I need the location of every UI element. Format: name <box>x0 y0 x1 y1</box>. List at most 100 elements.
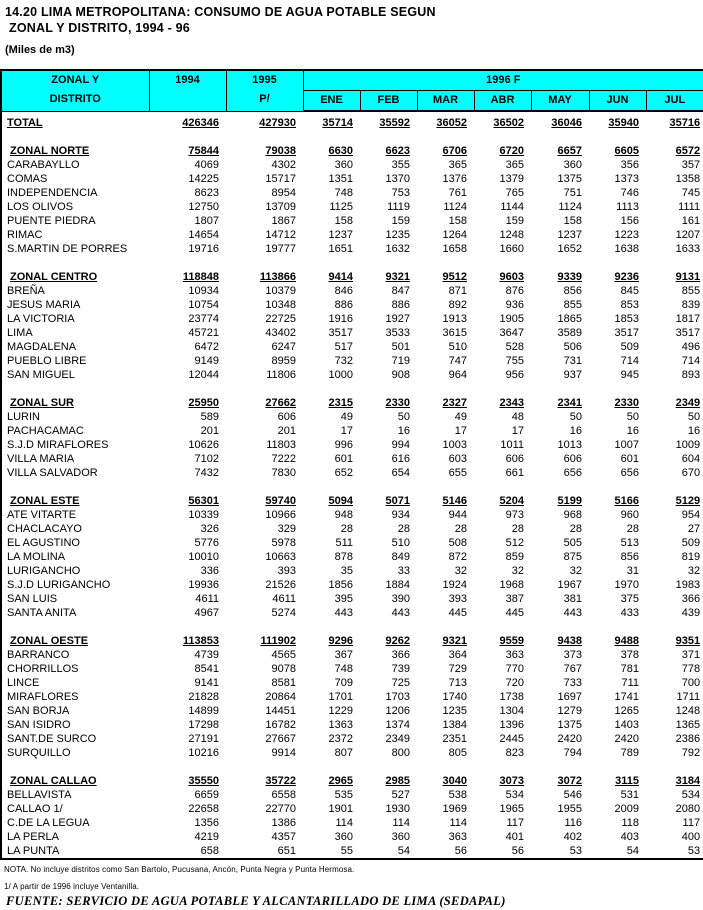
value-cell: 1853 <box>614 313 639 325</box>
spacer-row <box>1 130 703 143</box>
value-cell: 5071 <box>385 494 410 507</box>
district-row: S.MARTIN DE PORRES 19716 19777 1651 1632 1658… <box>1 242 703 256</box>
value-cell: 1003 <box>442 439 467 451</box>
value-cell: 11806 <box>266 369 296 381</box>
value-cell: 114 <box>335 817 353 829</box>
value-cell: 510 <box>448 341 467 353</box>
value-cell: 10339 <box>188 509 219 521</box>
row-label: BREÑA <box>7 285 45 297</box>
district-row: PUEBLO LIBRE 9149 8959 732 719 747 755 731 714 71… <box>1 354 703 368</box>
value-cell: 2330 <box>614 396 639 409</box>
value-cell: 2349 <box>385 733 410 745</box>
value-cell: 770 <box>505 663 524 675</box>
value-cell: 36502 <box>493 116 524 129</box>
value-cell: 6605 <box>614 144 639 157</box>
value-cell: 10010 <box>188 551 219 563</box>
value-cell: 1970 <box>614 579 639 591</box>
header-month-jul: JUL <box>645 90 703 112</box>
value-cell: 755 <box>505 355 524 367</box>
value-cell: 1396 <box>499 719 524 731</box>
value-cell: 360 <box>334 159 353 171</box>
value-cell: 606 <box>563 453 582 465</box>
value-cell: 56301 <box>188 494 219 507</box>
value-cell: 114 <box>449 817 467 829</box>
value-cell: 16 <box>687 425 701 437</box>
value-cell: 35714 <box>322 116 353 129</box>
value-cell: 589 <box>200 411 219 423</box>
row-label: ZONAL SUR <box>10 396 74 409</box>
value-cell: 50 <box>626 411 639 423</box>
value-cell: 6558 <box>271 789 296 801</box>
district-row: PUENTE PIEDRA 1807 1867 158 159 158 159 158 156 1… <box>1 214 703 228</box>
value-cell: 875 <box>563 551 582 563</box>
value-cell: 1741 <box>614 691 639 703</box>
value-cell: 960 <box>620 509 639 521</box>
value-cell: 1264 <box>442 229 467 241</box>
value-cell: 1265 <box>614 705 639 717</box>
value-cell: 445 <box>505 607 524 619</box>
value-cell: 1740 <box>442 691 467 703</box>
value-cell: 876 <box>505 285 524 297</box>
value-cell: 28 <box>569 523 582 535</box>
value-cell: 893 <box>681 369 701 381</box>
value-cell: 3073 <box>499 774 524 787</box>
value-cell: 859 <box>505 551 524 563</box>
row-label: COMAS <box>7 173 48 185</box>
value-cell: 8541 <box>194 663 219 675</box>
value-cell: 366 <box>681 593 701 605</box>
value-cell: 9603 <box>499 270 524 283</box>
value-cell: 719 <box>391 355 410 367</box>
value-cell: 511 <box>335 537 353 549</box>
header-month-ene: ENE <box>302 90 361 112</box>
value-cell: 363 <box>448 831 467 843</box>
value-cell: 439 <box>681 607 701 619</box>
value-cell: 944 <box>448 509 467 521</box>
value-cell: 156 <box>620 215 639 227</box>
value-cell: 3517 <box>614 327 639 339</box>
value-cell: 12750 <box>188 201 219 213</box>
value-cell: 878 <box>334 551 353 563</box>
row-label: S.MARTIN DE PORRES <box>7 243 128 255</box>
value-cell: 443 <box>334 607 353 619</box>
row-label: S.J.D LURIGANCHO <box>7 579 111 591</box>
value-cell: 8581 <box>271 677 296 689</box>
value-cell: 19716 <box>188 243 219 255</box>
value-cell: 8959 <box>271 355 296 367</box>
value-cell: 355 <box>391 159 410 171</box>
value-cell: 3115 <box>615 774 639 787</box>
value-cell: 3647 <box>499 327 524 339</box>
value-cell: 158 <box>448 215 467 227</box>
value-cell: 5274 <box>271 607 296 619</box>
value-cell: 381 <box>563 593 582 605</box>
value-cell: 161 <box>681 215 701 227</box>
value-cell: 427930 <box>259 116 296 129</box>
value-cell: 1248 <box>499 229 524 241</box>
header-month-jun: JUN <box>588 90 647 112</box>
row-label: RIMAC <box>7 229 43 241</box>
value-cell: 1379 <box>499 173 524 185</box>
row-label: ZONAL CALLAO <box>10 774 97 787</box>
value-cell: 733 <box>563 677 582 689</box>
value-cell: 1229 <box>328 705 353 717</box>
value-cell: 2420 <box>557 733 582 745</box>
value-cell: 11803 <box>266 439 296 451</box>
district-row: INDEPENDENCIA 8623 8954 748 753 761 765 751 746 7… <box>1 186 703 200</box>
value-cell: 5978 <box>271 537 296 549</box>
value-cell: 871 <box>448 285 467 297</box>
value-cell: 360 <box>334 831 353 843</box>
value-cell: 8623 <box>194 187 219 199</box>
value-cell: 856 <box>620 551 639 563</box>
value-cell: 1738 <box>499 691 524 703</box>
value-cell: 934 <box>391 509 410 521</box>
value-cell: 365 <box>448 159 467 171</box>
value-cell: 9131 <box>675 270 701 283</box>
value-cell: 426346 <box>182 116 219 129</box>
value-cell: 1652 <box>557 243 582 255</box>
value-cell: 5776 <box>194 537 219 549</box>
value-cell: 1651 <box>328 243 353 255</box>
value-cell: 2341 <box>557 396 582 409</box>
value-cell: 32 <box>454 565 467 577</box>
value-cell: 158 <box>334 215 353 227</box>
value-cell: 16782 <box>265 719 296 731</box>
row-label: LA PERLA <box>7 831 59 843</box>
